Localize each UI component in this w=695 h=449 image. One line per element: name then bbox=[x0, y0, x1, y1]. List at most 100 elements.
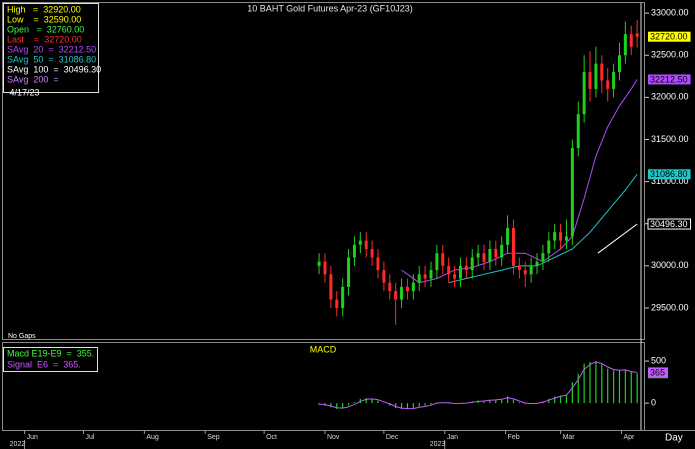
macd-title: MACD bbox=[310, 344, 337, 354]
candle-body bbox=[341, 286, 345, 308]
candle-body bbox=[458, 265, 462, 279]
moving-average-line bbox=[597, 223, 638, 254]
candle-body bbox=[476, 253, 480, 258]
info-line: SAvg 20 = 32212.50 bbox=[7, 44, 96, 54]
candle-body bbox=[358, 240, 362, 245]
candle-body bbox=[617, 55, 621, 73]
candle-body bbox=[447, 265, 451, 275]
y-tick-label: 32000.00 bbox=[651, 92, 689, 102]
macd-bar bbox=[512, 399, 515, 404]
info-line: SAvg 200 = bbox=[7, 74, 59, 84]
macd-legend-line: Macd E19-E9 = 355. bbox=[7, 348, 94, 358]
macd-bar bbox=[548, 398, 550, 404]
end-label-text: 30496.30 bbox=[650, 219, 688, 229]
candle-body bbox=[576, 114, 580, 148]
x-tick-label: Jun bbox=[27, 434, 38, 441]
info-line: SAvg 100 = 30496.30 bbox=[7, 64, 101, 74]
macd-bar bbox=[377, 400, 379, 404]
macd-bar bbox=[589, 361, 591, 404]
macd-bar bbox=[406, 403, 409, 409]
macd-bar bbox=[383, 403, 385, 404]
macd-bar bbox=[342, 403, 344, 409]
candle-body bbox=[423, 274, 427, 279]
macd-legend-box bbox=[3, 347, 98, 372]
macd-bar bbox=[518, 402, 520, 404]
macd-bar bbox=[506, 396, 509, 404]
macd-bar bbox=[365, 398, 367, 404]
x-tick-label: Nov bbox=[327, 434, 340, 441]
macd-bar bbox=[424, 403, 426, 406]
macd-bar bbox=[395, 403, 397, 409]
info-line: High = 32920.00 bbox=[7, 4, 81, 14]
macd-legend-line: Signal E6 = 365. bbox=[7, 359, 81, 369]
macd-bar bbox=[577, 373, 579, 404]
candle-body bbox=[382, 270, 386, 283]
candle-body bbox=[582, 72, 586, 115]
end-label-text: 32212.50 bbox=[650, 74, 688, 84]
candle-body bbox=[559, 232, 563, 241]
x-tick-label: Oct bbox=[266, 434, 277, 441]
macd-bar bbox=[583, 363, 585, 404]
x-tick-label: Jan bbox=[447, 434, 458, 441]
x-tick-label: Apr bbox=[623, 434, 635, 441]
end-label-text: 32720.00 bbox=[650, 32, 688, 42]
candle-body bbox=[364, 240, 368, 250]
end-label-bg bbox=[647, 218, 692, 230]
y-tick-label: 0 bbox=[651, 397, 656, 407]
end-label-bg bbox=[648, 74, 691, 85]
macd-bar bbox=[400, 403, 403, 409]
end-label: 32720.00 bbox=[648, 32, 691, 42]
macd-bar bbox=[495, 399, 497, 404]
end-label: 31086.80 bbox=[648, 169, 691, 180]
x-unit-label: Day bbox=[665, 433, 683, 444]
end-label: 30496.30 bbox=[647, 218, 692, 230]
candle-body bbox=[517, 265, 521, 271]
candle-body bbox=[453, 274, 457, 279]
candle-body bbox=[635, 33, 639, 37]
macd-bar bbox=[430, 403, 432, 405]
x-tick-label: Mar bbox=[563, 434, 576, 441]
candle-body bbox=[488, 249, 492, 262]
candle-body bbox=[317, 261, 321, 266]
y-tick-label: 29500.00 bbox=[651, 302, 689, 312]
y-tick-label: 30000.00 bbox=[651, 260, 689, 270]
info-line: 4/17/23 bbox=[7, 87, 40, 97]
candle-body bbox=[588, 72, 592, 89]
candle-body bbox=[464, 265, 468, 271]
macd-bar bbox=[618, 370, 621, 404]
price-panel-border bbox=[2, 2, 645, 340]
info-line: Low = 32590.00 bbox=[7, 14, 81, 24]
candle-body bbox=[411, 282, 415, 292]
candle-body bbox=[417, 274, 421, 283]
macd-bar bbox=[412, 403, 414, 409]
candle-body bbox=[600, 63, 604, 81]
note: No Gaps bbox=[8, 333, 36, 340]
candle-body bbox=[376, 257, 380, 271]
candle-body bbox=[570, 147, 574, 237]
signal-line bbox=[319, 361, 638, 410]
moving-average-line bbox=[448, 174, 638, 284]
candle-body bbox=[547, 240, 551, 254]
candle-body bbox=[629, 34, 633, 47]
macd-bar bbox=[607, 368, 609, 404]
end-label: 32212.50 bbox=[648, 74, 691, 85]
x-tick-label: Sep bbox=[207, 434, 220, 441]
macd-bar bbox=[483, 400, 485, 404]
end-label-text: 365 bbox=[650, 367, 665, 377]
plot-layer: 29500.0030000.0030500.0031000.0031500.00… bbox=[10, 7, 692, 449]
macd-bar bbox=[371, 398, 373, 404]
candle-body bbox=[541, 253, 545, 262]
macd-bar bbox=[559, 395, 562, 404]
candle-body bbox=[352, 244, 356, 258]
macd-bar bbox=[636, 373, 638, 404]
candle-body bbox=[329, 274, 333, 300]
candle-body bbox=[323, 261, 327, 275]
y-tick-label: 31000.00 bbox=[651, 176, 689, 186]
candle-body bbox=[347, 257, 351, 287]
macd-bar bbox=[595, 361, 597, 404]
x-tick-label: Jul bbox=[85, 434, 94, 441]
candle-body bbox=[612, 72, 616, 89]
y-tick-label: 31500.00 bbox=[651, 134, 689, 144]
